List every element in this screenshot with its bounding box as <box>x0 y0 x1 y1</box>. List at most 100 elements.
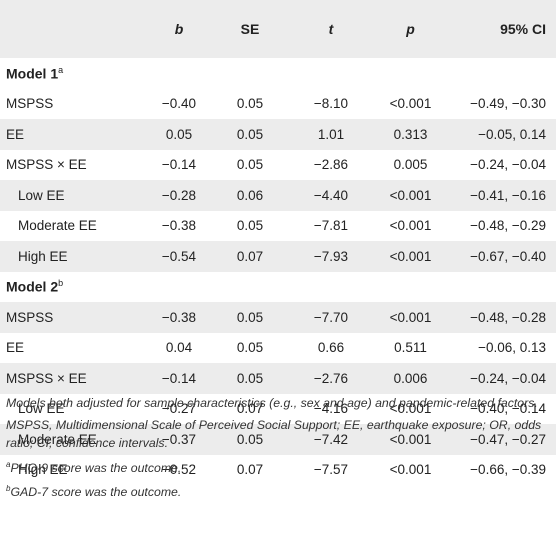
cell-p: <0.001 <box>389 187 432 203</box>
cell-ci: −0.47, −0.27 <box>470 431 546 447</box>
cell-t: −7.57 <box>313 462 349 478</box>
row-label: MSPSS <box>6 309 54 325</box>
row-label: EE <box>6 340 25 356</box>
header-se: SE <box>240 21 260 37</box>
model-2-heading-row: Model 2b <box>0 272 556 303</box>
model-1-heading-row: Model 1a <box>0 58 556 89</box>
regression-table: b SE t p 95% CI Model 1a MSPSS −0.40 0.0… <box>0 0 556 485</box>
cell-se: 0.05 <box>236 431 264 447</box>
note-adjusted: Models both adjusted for sample characte… <box>6 396 538 410</box>
cell-se: 0.05 <box>236 96 264 112</box>
cell-b: −0.14 <box>161 157 197 173</box>
cell-se: 0.06 <box>236 187 264 203</box>
cell-b: −0.38 <box>161 218 197 234</box>
cell-b: −0.27 <box>161 401 197 417</box>
row-label: MSPSS × EE <box>6 157 87 173</box>
note-abbreviations: MSPSS, Multidimensional Scale of Perceiv… <box>6 418 542 450</box>
cell-p: <0.001 <box>389 401 432 417</box>
cell-se: 0.07 <box>236 401 264 417</box>
header-row: b SE t p 95% CI <box>0 0 556 58</box>
table-row: High EE −0.54 0.07 −7.93 <0.001 −0.67, −… <box>0 241 556 272</box>
cell-t: −4.16 <box>313 401 349 417</box>
table-row: MSPSS −0.38 0.05 −7.70 <0.001 −0.48, −0.… <box>0 302 556 333</box>
cell-p: <0.001 <box>389 96 432 112</box>
cell-ci: −0.06, 0.13 <box>478 340 546 356</box>
row-label: Low EE <box>18 401 65 417</box>
row-label: High EE <box>18 248 68 264</box>
table-row: Low EE −0.27 0.07 −4.16 <0.001 −0.40, −0… <box>0 394 556 425</box>
footnote-b-text: GAD-7 score was the outcome. <box>10 485 182 500</box>
cell-ci: −0.49, −0.30 <box>470 96 546 112</box>
cell-se: 0.05 <box>236 126 264 142</box>
row-label: Moderate EE <box>18 218 97 234</box>
footnote-a: aPHQ-9 score was the outcome. <box>6 456 550 477</box>
table-row: EE 0.05 0.05 1.01 0.313 −0.05, 0.14 <box>0 119 556 150</box>
cell-b: 0.05 <box>165 126 193 142</box>
cell-p: <0.001 <box>389 248 432 264</box>
footnote-b-mark: b <box>6 484 11 494</box>
cell-t: −2.76 <box>313 370 349 386</box>
cell-se: 0.05 <box>236 370 264 386</box>
row-label: Low EE <box>18 187 65 203</box>
cell-ci: −0.24, −0.04 <box>470 370 546 386</box>
cell-ci: −0.48, −0.29 <box>470 218 546 234</box>
cell-b: −0.38 <box>161 309 197 325</box>
header-blank <box>0 0 148 58</box>
cell-t: −2.86 <box>313 157 349 173</box>
header-b: b <box>174 21 184 37</box>
cell-p: 0.006 <box>393 370 428 386</box>
cell-ci: −0.66, −0.39 <box>470 462 546 478</box>
table-row: Moderate EE −0.38 0.05 −7.81 <0.001 −0.4… <box>0 211 556 242</box>
model-2-heading: Model 2b <box>0 272 556 303</box>
row-label: Moderate EE <box>18 431 97 447</box>
header-t: t <box>328 21 334 37</box>
model-1-heading: Model 1a <box>0 58 556 89</box>
table-row: High EE −0.52 0.07 −7.57 <0.001 −0.66, −… <box>0 455 556 486</box>
row-label: MSPSS × EE <box>6 370 87 386</box>
table-notes: Models both adjusted for sample characte… <box>0 394 550 504</box>
table-row: Moderate EE −0.37 0.05 −7.42 <0.001 −0.4… <box>0 424 556 455</box>
cell-t: 1.01 <box>317 126 345 142</box>
header-ci: 95% CI <box>500 21 546 37</box>
table-row: MSPSS × EE −0.14 0.05 −2.76 0.006 −0.24,… <box>0 363 556 394</box>
cell-t: −4.40 <box>313 187 349 203</box>
table-row: MSPSS × EE −0.14 0.05 −2.86 0.005 −0.24,… <box>0 150 556 181</box>
cell-p: <0.001 <box>389 431 432 447</box>
row-label: MSPSS <box>6 96 54 112</box>
cell-p: <0.001 <box>389 218 432 234</box>
cell-t: −8.10 <box>313 96 349 112</box>
table-header: b SE t p 95% CI <box>0 0 556 58</box>
cell-se: 0.05 <box>236 309 264 325</box>
table-row: MSPSS −0.40 0.05 −8.10 <0.001 −0.49, −0.… <box>0 89 556 120</box>
cell-b: −0.37 <box>161 431 197 447</box>
cell-p: 0.313 <box>393 126 428 142</box>
cell-ci: −0.67, −0.40 <box>470 248 546 264</box>
table-row: EE 0.04 0.05 0.66 0.511 −0.06, 0.13 <box>0 333 556 364</box>
row-label: High EE <box>18 462 68 478</box>
cell-ci: −0.48, −0.28 <box>470 309 546 325</box>
cell-se: 0.05 <box>236 340 264 356</box>
model-1-sup: a <box>58 64 64 75</box>
cell-ci: −0.41, −0.16 <box>470 187 546 203</box>
cell-se: 0.05 <box>236 218 264 234</box>
cell-ci: −0.05, 0.14 <box>478 126 546 142</box>
cell-t: −7.81 <box>313 218 349 234</box>
cell-se: 0.05 <box>236 157 264 173</box>
footnote-a-text: PHQ-9 score was the outcome. <box>10 461 182 476</box>
table-body: Model 1a MSPSS −0.40 0.05 −8.10 <0.001 −… <box>0 58 556 485</box>
cell-p: <0.001 <box>389 462 432 478</box>
cell-p: 0.511 <box>394 340 427 356</box>
cell-ci: −0.24, −0.04 <box>470 157 546 173</box>
header-p: p <box>406 21 415 37</box>
cell-b: 0.04 <box>165 340 193 356</box>
footnote-a-mark: a <box>6 460 11 469</box>
model-2-label: Model 2 <box>6 279 59 296</box>
cell-b: −0.28 <box>161 187 197 203</box>
cell-p: <0.001 <box>389 309 432 325</box>
row-label: EE <box>6 126 25 142</box>
cell-ci: −0.40, −0.14 <box>470 401 546 417</box>
cell-b: −0.40 <box>161 96 197 112</box>
table-row: Low EE −0.28 0.06 −4.40 <0.001 −0.41, −0… <box>0 180 556 211</box>
cell-b: −0.54 <box>161 248 197 264</box>
